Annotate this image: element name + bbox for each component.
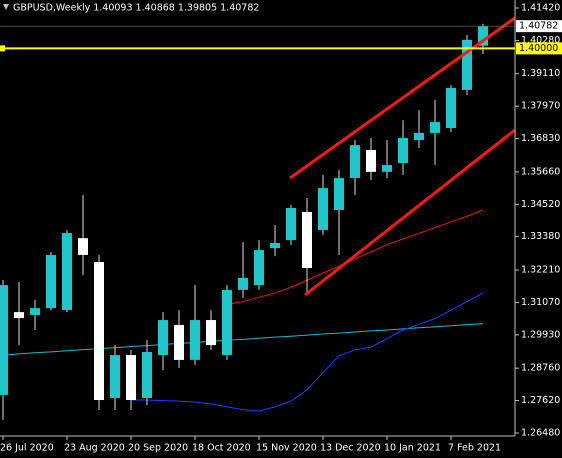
level-label-box (516, 42, 562, 55)
candle-body (254, 250, 264, 286)
y-tick-label: 1.28760 (521, 363, 560, 374)
y-tick-label: 1.37970 (521, 101, 560, 112)
x-tick-label: 20 Sep 2020 (128, 443, 188, 454)
y-tick-label: 1.31070 (521, 297, 560, 308)
y-tick-label: 1.33380 (521, 231, 560, 242)
candle-body (446, 87, 456, 129)
x-tick-label: 18 Oct 2020 (192, 443, 251, 454)
candle-body (0, 285, 8, 395)
menu-icon[interactable] (3, 4, 9, 10)
candle-body (286, 207, 296, 241)
bid-label: 1.40782 (519, 21, 558, 32)
level-marker (0, 45, 5, 52)
candle-body (62, 233, 72, 311)
level-label: 1.40000 (519, 43, 558, 54)
candle-body (398, 138, 408, 164)
candle-body (238, 277, 248, 290)
candle-body (462, 39, 472, 90)
candle-body (126, 355, 136, 401)
candle-body (30, 308, 40, 315)
candle-body (110, 355, 120, 399)
y-tick-label: 1.40280 (521, 35, 560, 46)
y-tick-label: 1.36830 (521, 133, 560, 144)
candle-body (414, 132, 424, 140)
indicator-line (226, 209, 484, 305)
trend-line (304, 128, 516, 297)
y-tick-label: 1.39110 (521, 68, 560, 79)
candle-body (94, 262, 104, 401)
candle-body (190, 320, 200, 360)
candle-body (78, 238, 88, 255)
y-tick-label: 1.29930 (521, 329, 560, 340)
candle-body (206, 320, 216, 346)
candle-body (270, 242, 280, 249)
candle-body (142, 351, 152, 399)
indicator-line (131, 292, 484, 412)
candle-body (430, 122, 440, 133)
candle-body (158, 320, 168, 356)
x-tick-label: 15 Nov 2020 (256, 443, 317, 454)
candle-body (382, 165, 392, 172)
candle-body (478, 26, 488, 46)
bid-label-box (516, 20, 562, 33)
candle-body (222, 289, 232, 356)
y-tick-label: 1.32210 (521, 265, 560, 276)
plot-area (0, 23, 488, 420)
candle-body (46, 254, 56, 309)
x-tick-label: 13 Dec 2020 (320, 443, 381, 454)
candle-body (14, 312, 24, 319)
x-tick-label: 23 Aug 2020 (64, 443, 125, 454)
trend-line (289, 16, 516, 180)
y-tick-label: 1.27620 (521, 395, 560, 406)
candle-body (366, 149, 376, 172)
y-tick-label: 1.35660 (521, 166, 560, 177)
x-tick-label: 10 Jan 2021 (384, 443, 441, 454)
y-tick-label: 1.26480 (521, 428, 560, 439)
y-tick-label: 1.34520 (521, 199, 560, 210)
candle-body (174, 324, 184, 360)
x-tick-label: 26 Jul 2020 (0, 443, 54, 454)
candle-body (302, 211, 312, 269)
x-tick-label: 7 Feb 2021 (448, 443, 501, 454)
indicator-line (2, 323, 484, 356)
y-tick-label: 1.41420 (521, 2, 560, 13)
candle-body (334, 178, 344, 210)
candle-body (318, 188, 328, 231)
chart-title: GBPUSD,Weekly 1.40093 1.40868 1.39805 1.… (13, 3, 259, 14)
candle-body (350, 145, 360, 179)
